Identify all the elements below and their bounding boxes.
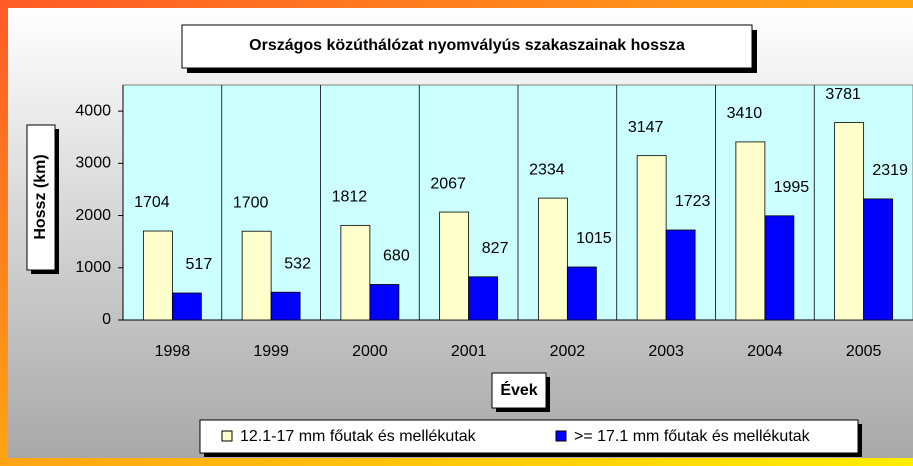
legend-label: >= 17.1 mm főutak és mellékutak (574, 428, 811, 445)
y-tick-label: 0 (102, 311, 111, 328)
y-label-box (26, 124, 56, 271)
legend-swatch (555, 430, 567, 442)
data-label: 3410 (727, 105, 763, 122)
bar (566, 266, 597, 321)
data-label: 1704 (134, 194, 170, 211)
data-label: 532 (284, 255, 311, 272)
x-tick-label: 2000 (352, 343, 388, 360)
y-tick-label: 1000 (75, 259, 111, 276)
data-label: 1723 (675, 193, 711, 210)
legend-label: 12.1-17 mm főutak és mellékutak (240, 428, 477, 445)
bar (171, 292, 202, 321)
bar (369, 284, 400, 321)
data-label: 827 (482, 240, 509, 257)
chart-title: Országos közúthálózat nyomvályús szakasz… (249, 37, 685, 54)
x-tick-label: 2004 (747, 343, 783, 360)
legend-box (199, 419, 859, 454)
bar (834, 122, 865, 321)
bar (439, 211, 470, 321)
data-label: 1700 (233, 194, 269, 211)
data-label: 517 (186, 256, 213, 273)
x-tick-label: 2005 (846, 343, 882, 360)
y-tick-label: 2000 (75, 207, 111, 224)
legend-swatch (221, 430, 233, 442)
x-label-box (491, 372, 547, 409)
x-tick-label: 2002 (550, 343, 586, 360)
x-tick-label: 2001 (451, 343, 487, 360)
data-label: 3147 (628, 119, 664, 136)
bar (468, 276, 499, 321)
data-label: 2334 (529, 161, 565, 178)
x-tick-label: 2003 (648, 343, 684, 360)
y-tick-label: 3000 (75, 155, 111, 172)
title-box (181, 24, 753, 69)
y-axis-label: Hossz (km) (32, 154, 49, 239)
bar (863, 198, 894, 321)
bar (735, 141, 766, 321)
data-label: 2067 (430, 175, 466, 192)
data-label: 1015 (576, 230, 612, 247)
x-tick-label: 1998 (155, 343, 191, 360)
y-tick-label: 4000 (75, 102, 111, 119)
bar (764, 215, 795, 321)
bar (241, 230, 272, 321)
data-label: 680 (383, 248, 410, 265)
bar (665, 229, 696, 321)
bar (636, 155, 667, 321)
data-label: 1812 (332, 189, 368, 206)
bar (142, 230, 173, 321)
bar (537, 197, 568, 321)
bar (340, 224, 371, 321)
data-label: 3781 (825, 86, 861, 103)
bar (270, 291, 301, 321)
x-axis-label: Évek (500, 380, 537, 399)
x-tick-label: 1999 (253, 343, 289, 360)
data-label: 1995 (774, 179, 810, 196)
data-label: 2319 (872, 162, 908, 179)
